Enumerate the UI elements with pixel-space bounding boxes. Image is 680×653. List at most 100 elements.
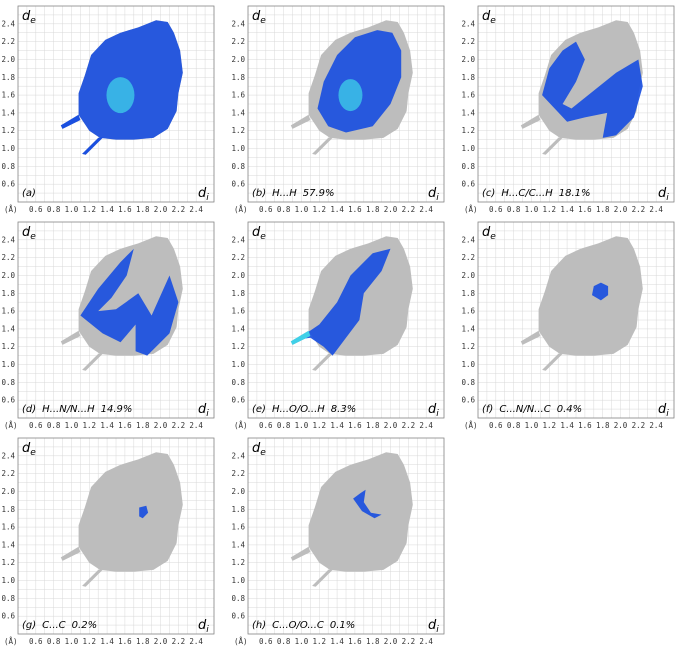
x-tick-label: 0.8 bbox=[277, 421, 291, 430]
x-tick-label: 1.2 bbox=[312, 205, 326, 214]
y-tick-label: 1.2 bbox=[231, 342, 245, 351]
fingerprint-plot: 0.60.81.01.21.41.61.82.02.22.40.6 0.8 1.0 1… bbox=[461, 221, 675, 430]
y-tick-label: 2.2 bbox=[1, 469, 15, 478]
contact-type: C...O/O...C bbox=[272, 620, 324, 631]
x-tick-label: 1.2 bbox=[542, 421, 556, 430]
plot-frame bbox=[477, 221, 675, 419]
y-tick-label: 1.8 bbox=[461, 289, 475, 298]
y-tick-label: 2.4 bbox=[1, 235, 15, 244]
y-tick-label: 2.4 bbox=[231, 451, 245, 460]
fingerprint-spike bbox=[312, 353, 334, 371]
x-tick-label: 0.8 bbox=[47, 205, 61, 214]
y-tick-label: 1.2 bbox=[231, 126, 245, 135]
x-axis-label: di bbox=[198, 186, 209, 203]
y-tick-label: 2.0 bbox=[231, 487, 245, 496]
y-tick-label: 1.8 bbox=[1, 73, 15, 82]
plot-frame bbox=[247, 221, 445, 419]
y-tick-label: 1.0 bbox=[461, 144, 475, 153]
y-tick-label: 1.2 bbox=[461, 342, 475, 351]
x-axis-label-subscript: i bbox=[436, 409, 439, 419]
unit-label: (Å) bbox=[4, 205, 18, 214]
y-tick-label: 1.6 bbox=[461, 307, 475, 316]
fingerprint-hotspot bbox=[106, 77, 135, 114]
y-tick-label: 1.6 bbox=[1, 523, 15, 532]
x-tick-label: 1.6 bbox=[118, 637, 132, 646]
x-tick-label: 1.2 bbox=[542, 205, 556, 214]
x-axis-label-subscript: i bbox=[666, 193, 669, 203]
panel-letter: (g) bbox=[22, 620, 36, 631]
contact-type: C...N/N...C bbox=[499, 404, 550, 415]
y-tick-label: 2.4 bbox=[1, 19, 15, 28]
x-tick-label: 0.8 bbox=[277, 637, 291, 646]
plot-frame bbox=[17, 5, 215, 203]
x-tick-label: 1.0 bbox=[295, 205, 309, 214]
y-tick-label: 1.4 bbox=[1, 324, 15, 333]
contact-percent: 14.9% bbox=[101, 404, 133, 415]
fingerprint-highlight bbox=[542, 41, 643, 138]
fingerprint-spike bbox=[82, 353, 104, 371]
y-tick-label: 1.0 bbox=[461, 360, 475, 369]
y-tick-label: 2.0 bbox=[231, 55, 245, 64]
y-tick-label: 1.6 bbox=[231, 523, 245, 532]
panel-label: (f) C...N/N...C 0.4% bbox=[482, 404, 582, 415]
y-tick-label: 1.4 bbox=[461, 108, 475, 117]
y-axis-label: de bbox=[482, 225, 496, 242]
fingerprint-highlight bbox=[353, 489, 382, 519]
x-tick-label: 2.0 bbox=[154, 205, 168, 214]
y-tick-label: 2.4 bbox=[231, 235, 245, 244]
x-tick-label: 2.2 bbox=[402, 205, 416, 214]
x-axis-label: di bbox=[658, 186, 669, 203]
y-tick-label: 1.4 bbox=[231, 108, 245, 117]
contact-type: H...C/C...H bbox=[501, 188, 553, 199]
x-tick-label: 2.4 bbox=[649, 421, 663, 430]
x-tick-label: 2.0 bbox=[154, 421, 168, 430]
y-tick-label: 2.2 bbox=[231, 253, 245, 262]
y-tick-label: 1.0 bbox=[231, 144, 245, 153]
unit-label: (Å) bbox=[4, 637, 18, 646]
x-tick-label: 2.4 bbox=[419, 637, 433, 646]
x-tick-label: 2.0 bbox=[614, 421, 628, 430]
x-axis-label: di bbox=[198, 618, 209, 635]
x-tick-label: 1.6 bbox=[348, 637, 362, 646]
y-tick-label: 2.2 bbox=[231, 37, 245, 46]
x-tick-label: 1.2 bbox=[312, 637, 326, 646]
fingerprint-plot: 0.60.81.01.21.41.61.82.02.22.40.6 0.8 1.0 1… bbox=[1, 437, 215, 646]
fingerprint-spike bbox=[312, 569, 334, 587]
y-tick-label: 2.0 bbox=[1, 55, 15, 64]
x-tick-label: 1.8 bbox=[366, 637, 380, 646]
y-tick-label: 1.0 bbox=[1, 576, 15, 585]
x-tick-label: 1.6 bbox=[118, 421, 132, 430]
x-tick-label: 1.8 bbox=[136, 205, 150, 214]
y-tick-label: 1.4 bbox=[231, 324, 245, 333]
x-tick-label: 2.2 bbox=[172, 205, 186, 214]
unit-label: (Å) bbox=[464, 421, 478, 430]
y-tick-label: 2.4 bbox=[1, 451, 15, 460]
x-tick-label: 1.0 bbox=[65, 637, 79, 646]
fingerprint-plot: 0.60.81.01.21.41.61.82.02.22.40.6 0.8 1.0 1… bbox=[1, 5, 215, 214]
y-tick-label: 1.4 bbox=[1, 540, 15, 549]
y-tick-label: 0.6 bbox=[461, 180, 475, 189]
plot-frame bbox=[477, 5, 675, 203]
y-tick-label: 1.0 bbox=[231, 576, 245, 585]
fingerprint-spike bbox=[290, 546, 311, 561]
fingerprint-spike bbox=[312, 137, 334, 155]
panel-letter: (d) bbox=[22, 404, 36, 415]
fingerprint-hotspot bbox=[290, 330, 311, 345]
x-tick-label: 1.8 bbox=[136, 637, 150, 646]
x-axis-label: di bbox=[428, 618, 439, 635]
y-tick-label: 0.6 bbox=[1, 612, 15, 621]
panel-label: (b) H...H 57.9% bbox=[252, 188, 335, 199]
fingerprint-panel: 0.6 0.8 1.0 1.2 1.4 1.6 1.8 2.0 2.2 2.4 0.6 0.8 1.0 1… bbox=[231, 434, 450, 646]
y-tick-label: 0.6 bbox=[231, 612, 245, 621]
contact-percent: 0.4% bbox=[557, 404, 582, 415]
fingerprint-highlight bbox=[78, 20, 183, 140]
x-tick-label: 1.4 bbox=[330, 205, 344, 214]
x-tick-label: 1.2 bbox=[82, 421, 96, 430]
x-tick-label: 1.8 bbox=[596, 205, 610, 214]
x-tick-label: 0.6 bbox=[29, 205, 43, 214]
fingerprint-spike bbox=[60, 546, 81, 561]
contact-percent: 0.1% bbox=[330, 620, 355, 631]
y-tick-label: 0.8 bbox=[231, 378, 245, 387]
fingerprint-plot: 0.60.81.01.21.41.61.82.02.22.40.6 0.8 1.0 1… bbox=[231, 221, 445, 430]
y-axis-label: de bbox=[22, 9, 36, 26]
